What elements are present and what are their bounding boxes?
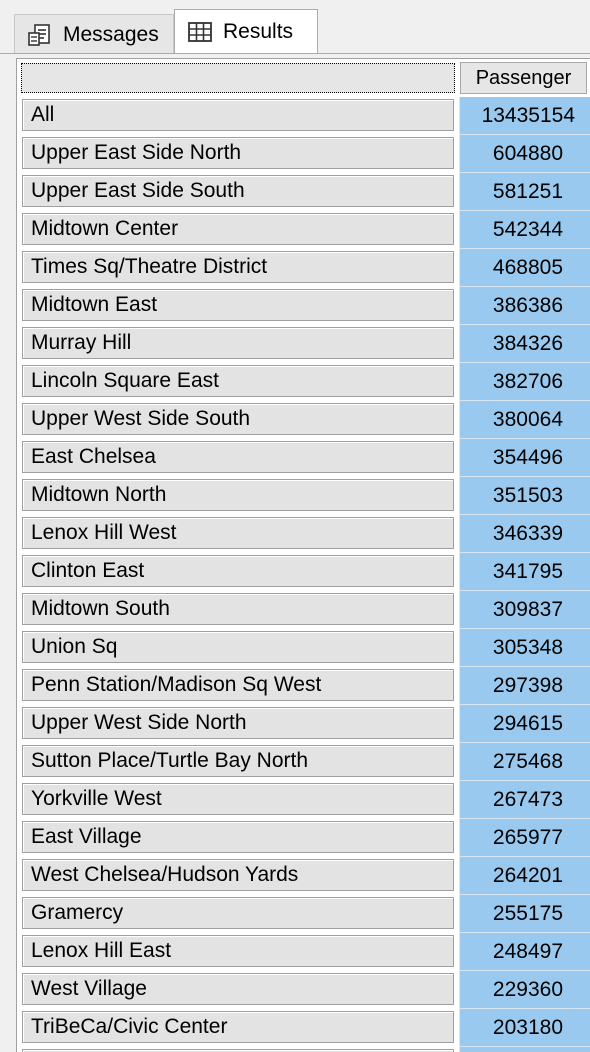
passenger-cell[interactable]: 275468	[459, 743, 590, 781]
table-row[interactable]: Lenox Hill East 248497	[17, 933, 590, 971]
row-header[interactable]: Times Sq/Theatre District	[22, 251, 454, 283]
row-header[interactable]: Lenox Hill West	[22, 517, 454, 549]
passenger-cell[interactable]: 382706	[459, 363, 590, 401]
passenger-cell[interactable]: 264201	[459, 857, 590, 895]
row-header[interactable]: Sutton Place/Turtle Bay North	[22, 745, 454, 777]
passenger-cell[interactable]: 386386	[459, 287, 590, 325]
passenger-cell[interactable]: 351503	[459, 477, 590, 515]
table-row[interactable]: West Village 229360	[17, 971, 590, 1009]
results-grid[interactable]: Passenger All 13435154 Upper East Side Nor…	[16, 58, 590, 1052]
passenger-cell[interactable]: 305348	[459, 629, 590, 667]
row-header[interactable]: Midtown North	[22, 479, 454, 511]
grid-icon	[187, 21, 213, 43]
table-row[interactable]: Upper East Side North 604880	[17, 135, 590, 173]
tab-messages-label: Messages	[63, 22, 159, 46]
passenger-cell[interactable]: 297398	[459, 667, 590, 705]
table-row[interactable]: Sutton Place/Turtle Bay North 275468	[17, 743, 590, 781]
table-row[interactable]: Midtown Center 542344	[17, 211, 590, 249]
row-header[interactable]: Midtown South	[22, 593, 454, 625]
passenger-cell[interactable]: 265977	[459, 819, 590, 857]
table-row[interactable]: East Chelsea 354496	[17, 439, 590, 477]
passenger-cell[interactable]: 468805	[459, 249, 590, 287]
row-header[interactable]: Gramercy	[22, 897, 454, 929]
passenger-cell[interactable]: 248497	[459, 933, 590, 971]
passenger-cell[interactable]: 13435154	[459, 97, 590, 135]
passenger-cell[interactable]: 309837	[459, 591, 590, 629]
table-row-partial	[17, 1047, 590, 1052]
passenger-cell[interactable]: 203180	[459, 1009, 590, 1047]
table-row[interactable]: Midtown South 309837	[17, 591, 590, 629]
passenger-cell[interactable]: 267473	[459, 781, 590, 819]
row-header[interactable]: Upper East Side South	[22, 175, 454, 207]
passenger-cell[interactable]: 229360	[459, 971, 590, 1009]
passenger-cell[interactable]: 354496	[459, 439, 590, 477]
row-header[interactable]: Penn Station/Madison Sq West	[22, 669, 454, 701]
row-header[interactable]: East Chelsea	[22, 441, 454, 473]
passenger-cell[interactable]: 294615	[459, 705, 590, 743]
table-row[interactable]: Upper West Side South 380064	[17, 401, 590, 439]
passenger-cell[interactable]: 581251	[459, 173, 590, 211]
row-header[interactable]: Yorkville West	[22, 783, 454, 815]
messages-icon	[27, 23, 53, 47]
row-header[interactable]: West Village	[22, 973, 454, 1005]
tab-results[interactable]: Results	[174, 9, 318, 54]
passenger-cell[interactable]: 384326	[459, 325, 590, 363]
passenger-cell[interactable]: 255175	[459, 895, 590, 933]
row-header[interactable]: Midtown East	[22, 289, 454, 321]
table-row[interactable]: Lenox Hill West 346339	[17, 515, 590, 553]
table-row[interactable]: Murray Hill 384326	[17, 325, 590, 363]
table-row[interactable]: Lincoln Square East 382706	[17, 363, 590, 401]
table-row[interactable]: Midtown East 386386	[17, 287, 590, 325]
column-header-passenger[interactable]: Passenger	[460, 62, 587, 94]
row-header[interactable]: West Chelsea/Hudson Yards	[22, 859, 454, 891]
table-row[interactable]: Midtown North 351503	[17, 477, 590, 515]
tab-results-label: Results	[223, 20, 294, 43]
row-header[interactable]: Clinton East	[22, 555, 454, 587]
row-header[interactable]: Union Sq	[22, 631, 454, 663]
row-header[interactable]: Midtown Center	[22, 213, 454, 245]
row-header[interactable]: Lincoln Square East	[22, 365, 454, 397]
row-header[interactable]: Upper West Side South	[22, 403, 454, 435]
table-row[interactable]: Times Sq/Theatre District 468805	[17, 249, 590, 287]
row-header	[22, 1049, 454, 1052]
row-header[interactable]: All	[22, 99, 454, 131]
row-header[interactable]: Lenox Hill East	[22, 935, 454, 967]
select-all-corner[interactable]	[21, 63, 455, 93]
table-row[interactable]: East Village 265977	[17, 819, 590, 857]
passenger-cell[interactable]: 380064	[459, 401, 590, 439]
table-row[interactable]: Union Sq 305348	[17, 629, 590, 667]
table-row[interactable]: All 13435154	[17, 97, 590, 135]
row-header[interactable]: TriBeCa/Civic Center	[22, 1011, 454, 1043]
passenger-cell[interactable]: 341795	[459, 553, 590, 591]
table-row[interactable]: Clinton East 341795	[17, 553, 590, 591]
row-header[interactable]: Upper West Side North	[22, 707, 454, 739]
table-row[interactable]: West Chelsea/Hudson Yards 264201	[17, 857, 590, 895]
table-row[interactable]: Yorkville West 267473	[17, 781, 590, 819]
row-header[interactable]: Murray Hill	[22, 327, 454, 359]
table-row[interactable]: Upper West Side North 294615	[17, 705, 590, 743]
table-row[interactable]: Upper East Side South 581251	[17, 173, 590, 211]
tab-divider	[0, 53, 590, 54]
table-row[interactable]: Penn Station/Madison Sq West 297398	[17, 667, 590, 705]
table-row[interactable]: Gramercy 255175	[17, 895, 590, 933]
tab-strip: Messages Results	[0, 0, 590, 54]
passenger-cell[interactable]: 346339	[459, 515, 590, 553]
table-row[interactable]: TriBeCa/Civic Center 203180	[17, 1009, 590, 1047]
row-header[interactable]: East Village	[22, 821, 454, 853]
passenger-cell	[459, 1047, 590, 1052]
grid-header-row: Passenger	[17, 59, 590, 97]
passenger-cell[interactable]: 542344	[459, 211, 590, 249]
tab-messages[interactable]: Messages	[14, 14, 174, 54]
row-header[interactable]: Upper East Side North	[22, 137, 454, 169]
passenger-cell[interactable]: 604880	[459, 135, 590, 173]
